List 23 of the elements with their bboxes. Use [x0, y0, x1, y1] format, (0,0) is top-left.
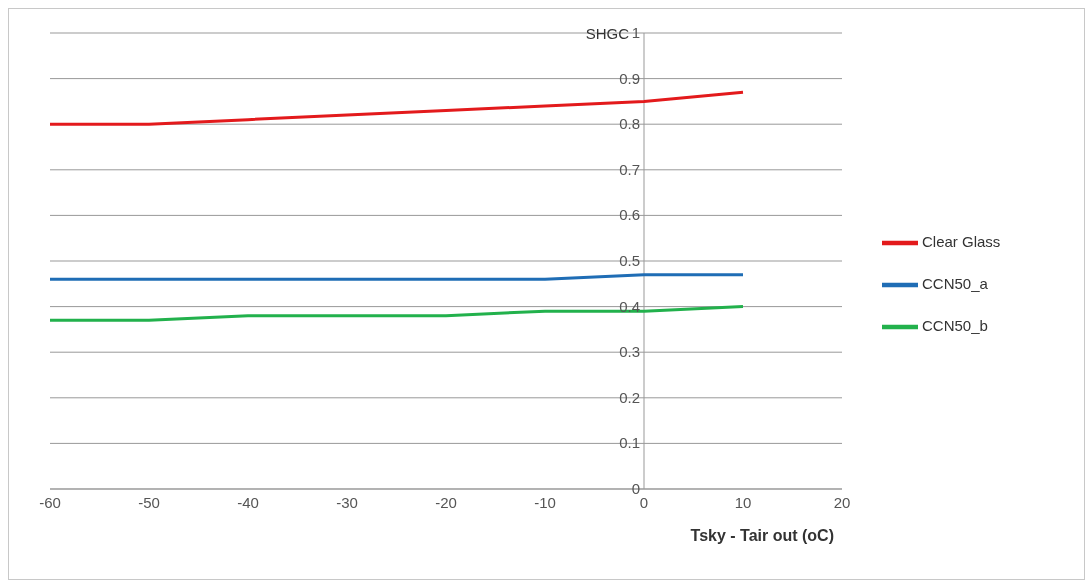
- x-tick-label: -10: [534, 493, 556, 511]
- x-tick-label: -50: [138, 493, 160, 511]
- legend-label: CCN50_a: [922, 275, 988, 292]
- y-tick-label: 0.8: [619, 115, 640, 133]
- legend-label: CCN50_b: [922, 317, 988, 334]
- y-tick-label: 0.2: [619, 388, 640, 406]
- y-tick-label: 0.5: [619, 252, 640, 269]
- y-tick-label: 0.3: [619, 343, 640, 361]
- x-axis-title: Tsky - Tair out (oC): [690, 527, 834, 544]
- x-tick-label: -40: [237, 493, 259, 511]
- y-tick-label: 0: [631, 480, 640, 497]
- y-tick-label: 0.1: [619, 434, 640, 452]
- y-tick-label: 0.7: [619, 160, 640, 178]
- x-tick-label: -20: [435, 493, 457, 511]
- y-tick-label: 0.9: [619, 69, 640, 87]
- y-axis-title: SHGC: [584, 25, 629, 42]
- x-tick-label: -60: [39, 493, 61, 511]
- y-tick-label: 0.6: [619, 206, 640, 224]
- x-tick-label: -30: [336, 493, 358, 511]
- x-tick-label: 10: [734, 493, 752, 511]
- y-tick-label: 1: [631, 24, 640, 41]
- legend-label: Clear Glass: [922, 233, 1001, 250]
- x-tick-label: 20: [833, 493, 851, 511]
